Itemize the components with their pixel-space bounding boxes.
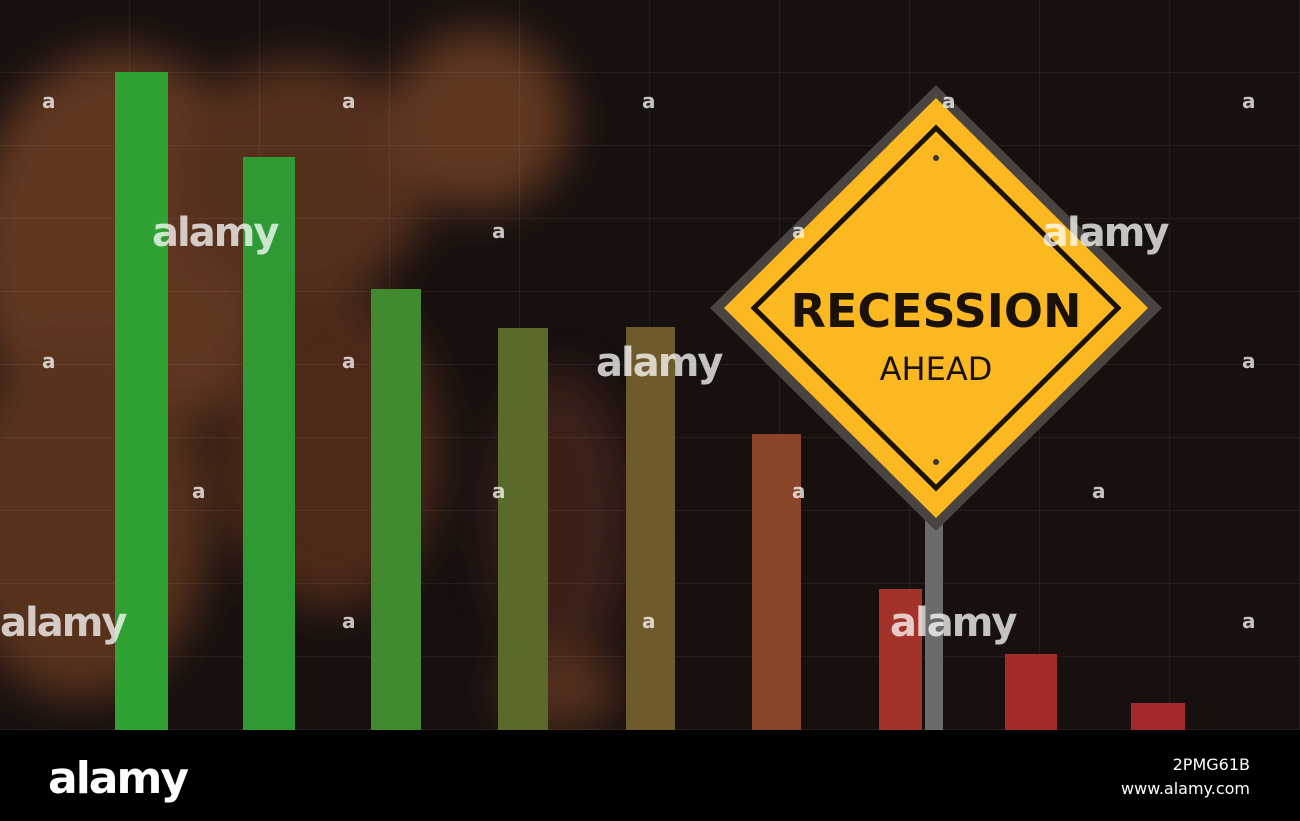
sign-title: RECESSION <box>791 284 1082 338</box>
watermark: alamy <box>890 600 1017 646</box>
bar <box>498 328 548 730</box>
sign-border <box>750 124 1122 492</box>
watermark-mark: a <box>42 89 56 113</box>
bar <box>879 589 922 730</box>
watermark-mark: a <box>342 89 356 113</box>
sign-face <box>724 98 1148 518</box>
watermark: alamy <box>1042 210 1169 256</box>
watermark-mark: a <box>642 609 656 633</box>
bolt <box>933 155 939 161</box>
bolt <box>933 459 939 465</box>
watermark-mark: a <box>942 89 956 113</box>
footer-url: www.alamy.com <box>1121 779 1250 798</box>
watermarks: alamy alamy alamy alamy alamy a a a a a … <box>0 89 1256 646</box>
sign-pole <box>925 515 943 730</box>
watermark: alamy <box>152 210 279 256</box>
bars <box>115 72 1185 730</box>
watermark-mark: a <box>342 609 356 633</box>
watermark-mark: a <box>1092 479 1106 503</box>
watermark-mark: a <box>192 479 206 503</box>
watermark-mark: a <box>1242 349 1256 373</box>
watermark-mark: a <box>792 219 806 243</box>
bar <box>243 157 295 730</box>
footer-logo: alamy <box>48 753 188 804</box>
bar <box>371 289 421 730</box>
watermark-mark: a <box>492 479 506 503</box>
watermark: alamy <box>596 340 723 386</box>
watermark-mark: a <box>342 349 356 373</box>
sign-subtitle: AHEAD <box>880 350 993 388</box>
bar <box>1005 654 1057 730</box>
watermark-mark: a <box>42 349 56 373</box>
image-id: 2PMG61B <box>1173 755 1250 774</box>
sign: RECESSION AHEAD <box>710 85 1162 531</box>
watermark-mark: a <box>642 89 656 113</box>
bar <box>1131 703 1185 730</box>
bar <box>752 434 801 730</box>
watermark-mark: a <box>1242 609 1256 633</box>
watermark-mark: a <box>1242 89 1256 113</box>
watermark: alamy <box>0 600 127 646</box>
watermark-mark: a <box>492 219 506 243</box>
footer <box>0 730 1300 821</box>
bar <box>626 327 675 730</box>
watermark-mark: a <box>792 479 806 503</box>
bar <box>115 72 168 730</box>
